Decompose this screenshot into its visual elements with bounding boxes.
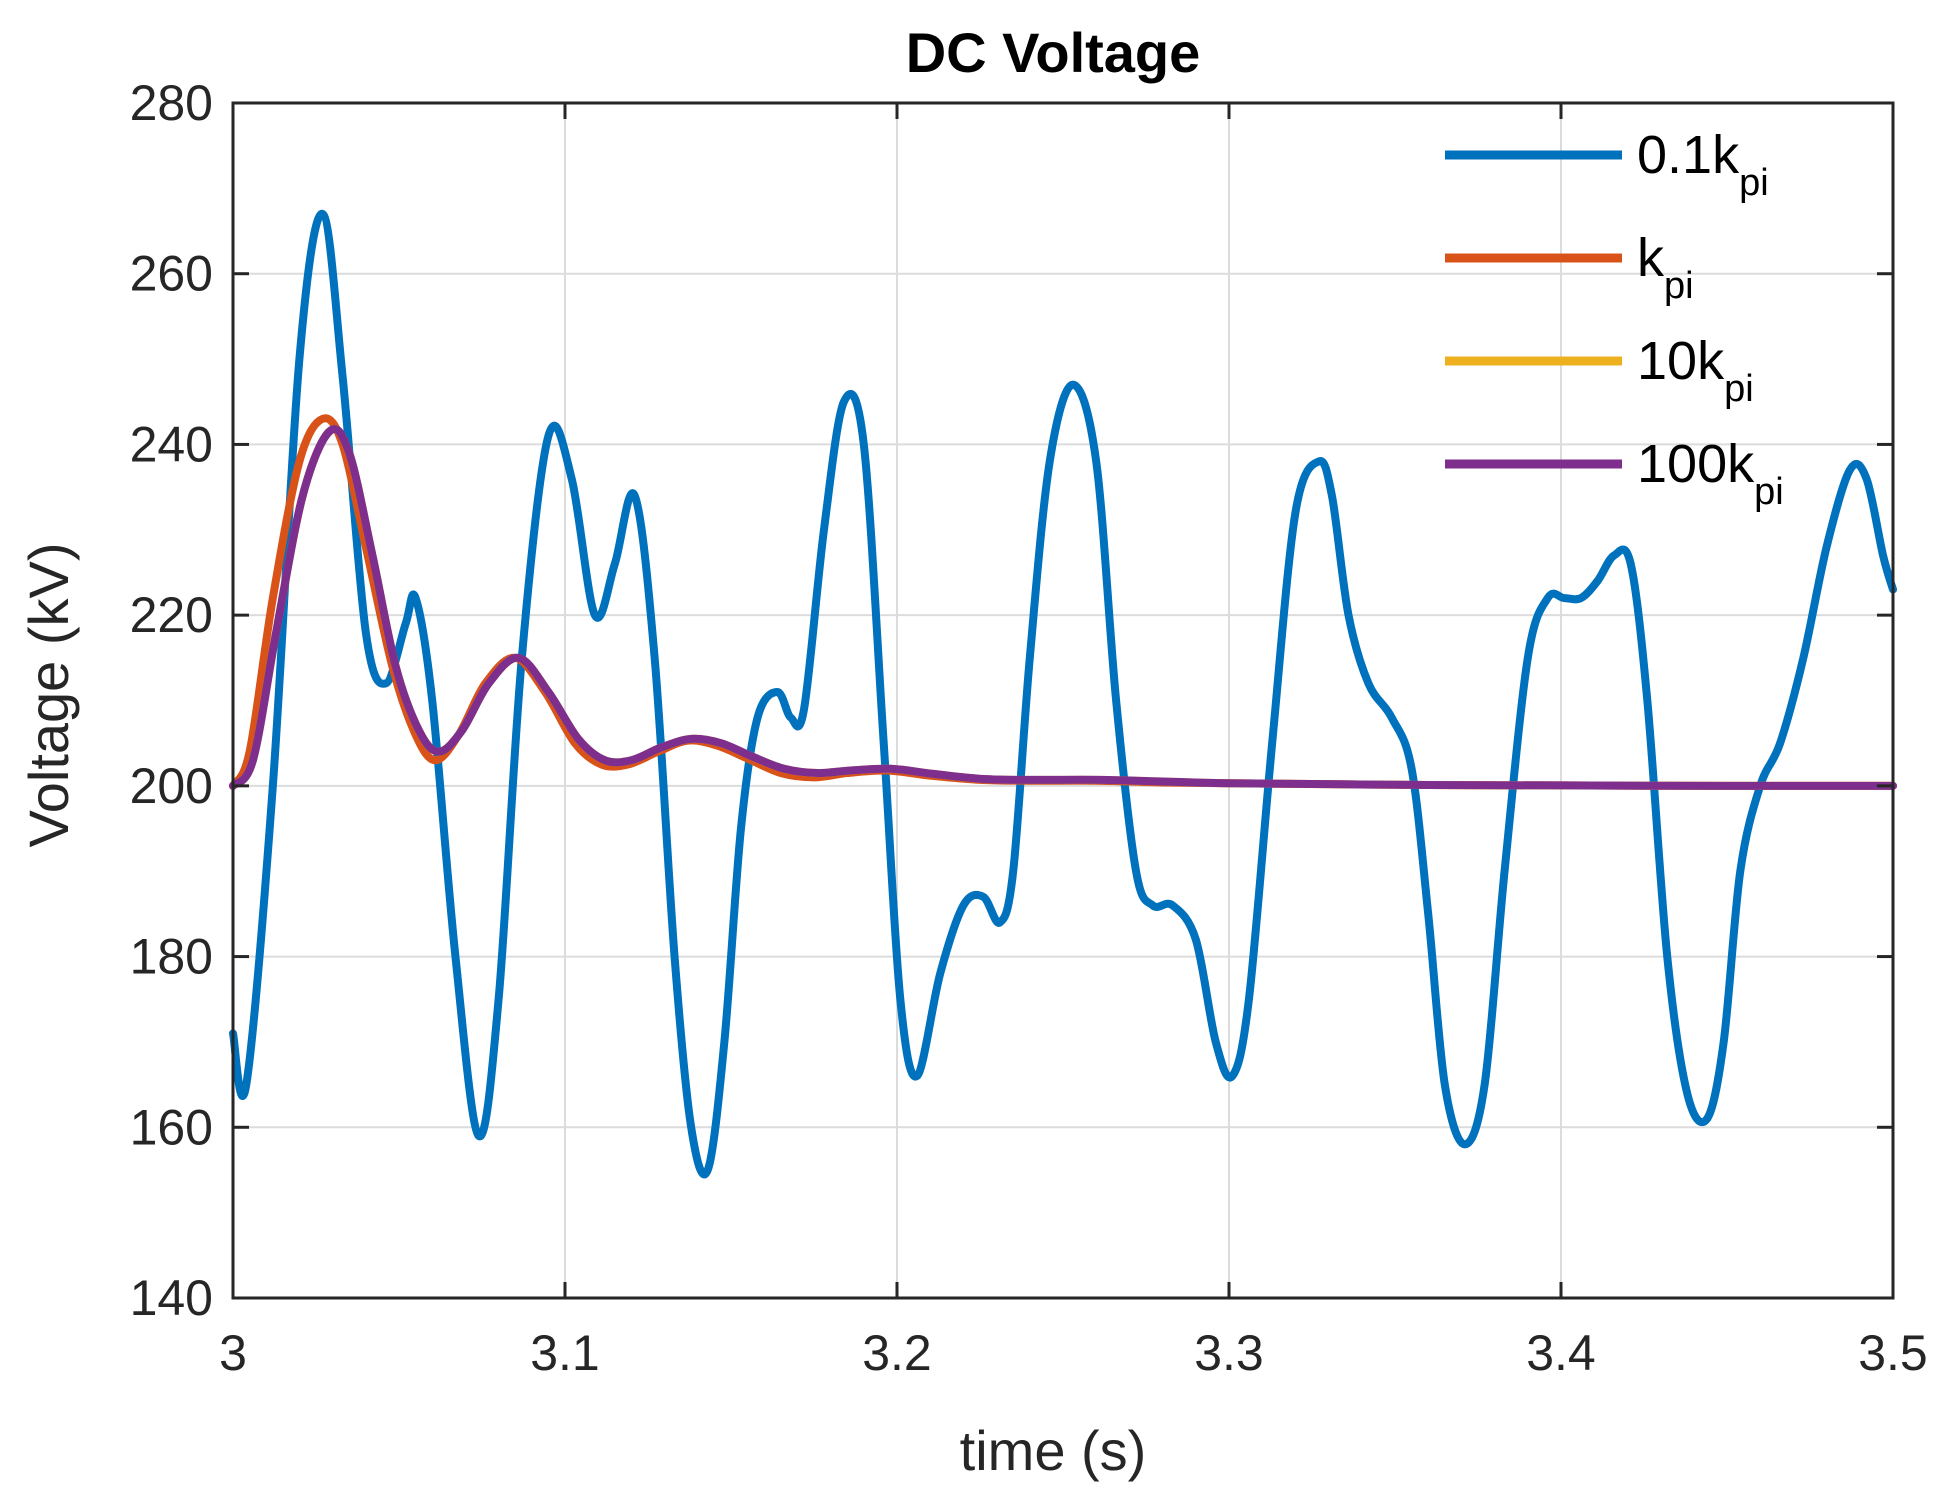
x-tick-label: 3.1 (530, 1325, 600, 1381)
x-tick-label: 3 (219, 1325, 247, 1381)
y-tick-label: 240 (130, 416, 213, 472)
legend-label: 0.1kpi (1637, 125, 1769, 204)
y-tick-label: 140 (130, 1270, 213, 1326)
legend-label-subscript: pi (1724, 368, 1754, 410)
legend-label-main: k (1637, 228, 1665, 288)
legend-label-main: 10k (1637, 331, 1725, 391)
y-tick-label: 260 (130, 246, 213, 302)
legend-label: 10kpi (1637, 331, 1754, 410)
y-tick-label: 220 (130, 587, 213, 643)
x-tick-label: 3.5 (1858, 1325, 1928, 1381)
y-tick-label: 160 (130, 1099, 213, 1155)
legend-label-subscript: pi (1739, 162, 1769, 204)
legend-label-main: 100k (1637, 434, 1755, 494)
x-tick-label: 3.2 (862, 1325, 932, 1381)
legend-label: 100kpi (1637, 434, 1784, 513)
y-tick-label: 280 (130, 75, 213, 131)
series-line-100k-pi (229, 425, 1897, 790)
series-line-01k-pi (229, 209, 1897, 1179)
x-tick-label: 3.4 (1526, 1325, 1596, 1381)
y-tick-label: 180 (130, 929, 213, 985)
legend-label-subscript: pi (1664, 265, 1694, 307)
legend-label-main: 0.1k (1637, 125, 1740, 185)
y-tick-label: 200 (130, 758, 213, 814)
tick-labels: 3 3.1 3.2 3.3 3.4 3.5 140 160 180 200 220 240 260 280 (130, 75, 1928, 1381)
axes-box (231, 101, 1895, 1300)
legend-label-subscript: pi (1754, 471, 1784, 513)
legend-label: kpi (1637, 228, 1694, 307)
x-axis-label: time (s) (960, 1419, 1147, 1482)
chart-title: DC Voltage (906, 21, 1201, 84)
series-lines (229, 209, 1897, 1179)
axes (231, 101, 1895, 1300)
y-axis-label: Voltage (kV) (17, 542, 80, 847)
x-tick-label: 3.3 (1194, 1325, 1264, 1381)
